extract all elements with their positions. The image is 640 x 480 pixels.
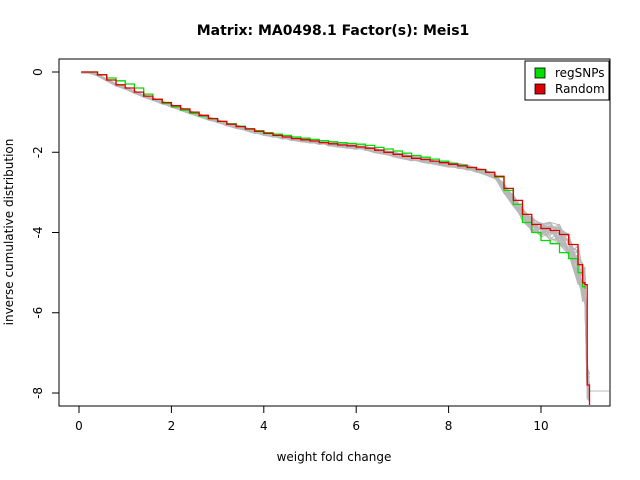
y-tick-label: -6 bbox=[31, 307, 45, 319]
y-axis-label: inverse cumulative distribution bbox=[2, 139, 16, 326]
random-permutation-line bbox=[81, 71, 590, 400]
x-axis-label: weight fold change bbox=[277, 450, 392, 464]
chart-title: Matrix: MA0498.1 Factor(s): Meis1 bbox=[197, 23, 470, 39]
y-tick-label: -2 bbox=[31, 146, 45, 158]
y-tick-label: -4 bbox=[31, 227, 45, 239]
y-axis: 0 -2 -4 -6 -8 bbox=[31, 68, 60, 399]
x-axis: 0 2 4 6 8 10 bbox=[75, 405, 549, 433]
x-tick-label: 2 bbox=[168, 419, 176, 433]
series-lines bbox=[81, 71, 591, 405]
legend-label-regsnps: regSNPs bbox=[555, 66, 605, 80]
legend-swatch-regsnps bbox=[534, 67, 546, 79]
y-tick-label: -8 bbox=[31, 387, 45, 399]
legend: regSNPs Random bbox=[524, 60, 610, 101]
x-tick-label: 8 bbox=[445, 419, 453, 433]
x-tick-label: 0 bbox=[75, 419, 83, 433]
legend-label-random: Random bbox=[555, 82, 605, 96]
x-tick-label: 10 bbox=[533, 419, 548, 433]
x-tick-label: 4 bbox=[260, 419, 268, 433]
legend-swatch-random bbox=[534, 83, 546, 95]
series-line-random bbox=[81, 71, 591, 405]
random-permutation-line bbox=[81, 71, 590, 402]
y-tick-label: 0 bbox=[31, 68, 45, 76]
x-tick-label: 6 bbox=[352, 419, 360, 433]
